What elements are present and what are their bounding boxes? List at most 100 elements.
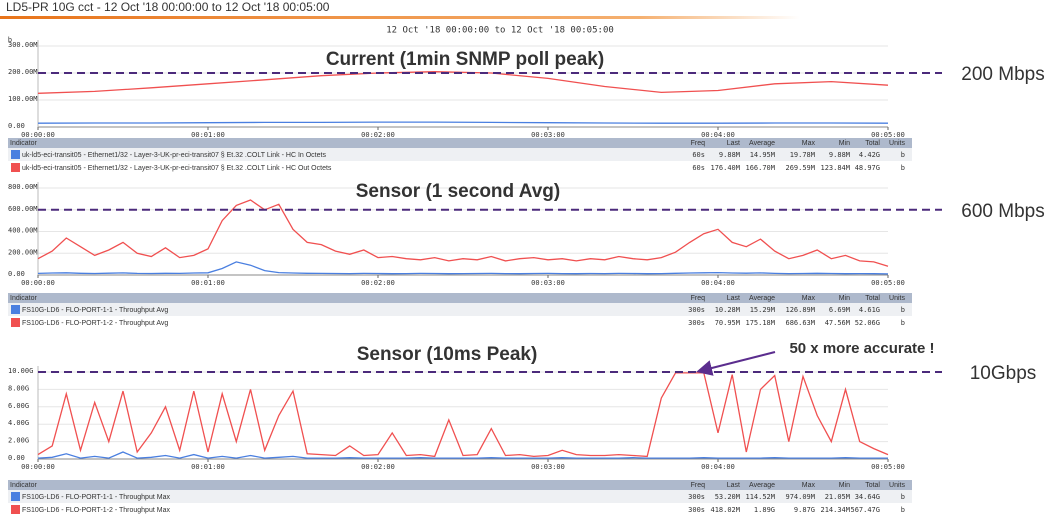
table-row xyxy=(8,303,912,316)
y-tick-label: 4.00G xyxy=(8,419,29,427)
x-tick-label: 00:03:00 xyxy=(531,279,565,287)
chart-title: Sensor (1 second Avg) xyxy=(356,181,560,202)
table-cell: 418.02M xyxy=(710,506,740,514)
reference-label: 600 Mbps xyxy=(961,201,1044,222)
table-column-header: Freq xyxy=(691,140,706,147)
table-cell: 300s xyxy=(688,506,705,514)
table-cell: 21.05M xyxy=(825,493,850,501)
legend-swatch xyxy=(11,318,20,327)
y-tick-label: 600.00M xyxy=(8,205,38,213)
table-row xyxy=(8,161,912,174)
x-tick-label: 00:03:00 xyxy=(531,131,565,139)
table-row xyxy=(8,148,912,161)
page-subtitle: 12 Oct '18 00:00:00 to 12 Oct '18 00:05:… xyxy=(386,26,614,36)
table-cell: 14.95M xyxy=(750,151,775,159)
table-column-header: Last xyxy=(727,482,740,489)
table-cell: 4.42G xyxy=(859,151,880,159)
table-cell: b xyxy=(901,164,905,172)
x-tick-label: 00:05:00 xyxy=(871,279,905,287)
legend-swatch xyxy=(11,492,20,501)
table-cell: 126.89M xyxy=(785,306,815,314)
table-column-header: Max xyxy=(802,482,816,489)
y-tick-label: 200.00M xyxy=(8,248,38,256)
series-line xyxy=(37,199,889,267)
table-column-header: Freq xyxy=(691,482,706,489)
legend-label: FS10G-LD6 - FLO-PORT-1-2 - Throughput Ma… xyxy=(22,507,170,514)
table-cell: 1.89G xyxy=(754,506,775,514)
table-column-header: Max xyxy=(802,140,816,147)
table-cell: 176.40M xyxy=(710,164,740,172)
table-cell: 48.97G xyxy=(855,164,880,172)
x-tick-label: 00:02:00 xyxy=(361,463,395,471)
legend-swatch xyxy=(11,505,20,514)
y-tick-label: 400.00M xyxy=(8,227,38,235)
table-cell: 6.69M xyxy=(829,306,850,314)
table-cell: 70.95M xyxy=(715,319,740,327)
x-tick-label: 00:00:00 xyxy=(21,279,55,287)
x-tick-label: 00:05:00 xyxy=(871,131,905,139)
table-header xyxy=(8,480,912,490)
table-cell: 300s xyxy=(688,319,705,327)
y-tick-label: 0.00 xyxy=(8,122,25,130)
y-tick-label: 100.00M xyxy=(8,95,38,103)
table-cell: 300s xyxy=(688,493,705,501)
y-tick-label: 8.00G xyxy=(8,384,29,392)
table-cell: b xyxy=(901,493,905,501)
table-cell: 114.52M xyxy=(745,493,775,501)
y-tick-label: 200.00M xyxy=(8,68,38,76)
table-column-header: Units xyxy=(889,482,905,489)
y-tick-label: 6.00G xyxy=(8,402,29,410)
x-tick-label: 00:04:00 xyxy=(701,463,735,471)
x-tick-label: 00:02:00 xyxy=(361,279,395,287)
table-column-header: Total xyxy=(865,482,880,489)
table-column-header: Indicator xyxy=(10,140,38,147)
series-line xyxy=(37,372,889,458)
table-column-header: Last xyxy=(727,140,740,147)
table-column-header: Units xyxy=(889,140,905,147)
table-cell: 214.34M xyxy=(820,506,850,514)
series-line xyxy=(37,451,888,459)
table-column-header: Max xyxy=(802,295,816,302)
table-cell: 166.70M xyxy=(745,164,775,172)
table-row xyxy=(8,503,912,516)
table-column-header: Total xyxy=(865,295,880,302)
legend-label: uk-ld5-eci-transit05 - Ethernet1/32 - La… xyxy=(22,165,332,172)
table-column-header: Min xyxy=(839,482,850,489)
table-header xyxy=(8,293,912,303)
table-column-header: Average xyxy=(749,482,775,489)
y-tick-label: 800.00M xyxy=(8,183,38,191)
legend-label: uk-ld5-eci-transit05 - Ethernet1/32 - La… xyxy=(22,152,326,159)
table-column-header: Average xyxy=(749,140,775,147)
table-cell: 567.47G xyxy=(850,506,880,514)
table-cell: 9.88M xyxy=(719,151,740,159)
table-cell: 60s xyxy=(692,151,705,159)
table-cell: 686.63M xyxy=(785,319,815,327)
table-column-header: Indicator xyxy=(10,295,38,302)
series-line xyxy=(37,261,889,275)
legend-swatch xyxy=(11,150,20,159)
table-cell: 15.29M xyxy=(750,306,775,314)
series-line xyxy=(37,71,889,94)
table-cell: 9.87G xyxy=(794,506,815,514)
legend-label: FS10G-LD6 - FLO-PORT-1-2 - Throughput Av… xyxy=(22,320,168,327)
annotation: 50 x more accurate ! xyxy=(789,340,934,357)
legend-swatch xyxy=(11,305,20,314)
y-tick-label: 0.00 xyxy=(8,454,25,462)
chart-title: Sensor (10ms Peak) xyxy=(357,344,538,365)
table-cell: 10.28M xyxy=(715,306,740,314)
table-cell: 269.59M xyxy=(785,164,815,172)
table-cell: 300s xyxy=(688,306,705,314)
table-cell: 123.84M xyxy=(820,164,850,172)
table-row xyxy=(8,316,912,329)
reference-label: 10Gbps xyxy=(970,363,1037,384)
table-cell: 60s xyxy=(692,164,705,172)
title-underline xyxy=(0,16,800,19)
table-column-header: Average xyxy=(749,295,775,302)
table-column-header: Freq xyxy=(691,295,706,302)
annotation-arrow xyxy=(696,351,776,376)
legend-label: FS10G-LD6 - FLO-PORT-1-1 - Throughput Av… xyxy=(22,307,168,314)
reference-label: 200 Mbps xyxy=(961,64,1044,85)
legend-swatch xyxy=(11,163,20,172)
table-column-header: Units xyxy=(889,295,905,302)
